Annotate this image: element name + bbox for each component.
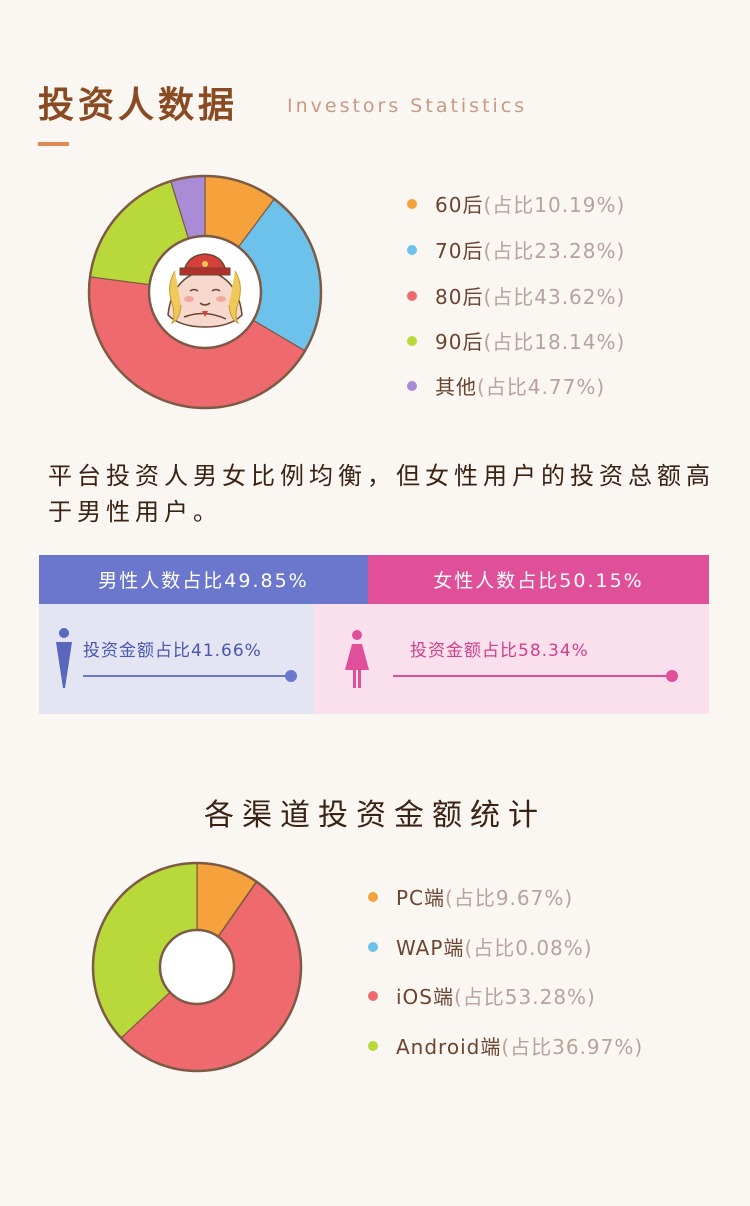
channel-donut-chart: [91, 861, 303, 1073]
female-count-label: 女性人数占比50.15%: [433, 570, 644, 592]
legend-dot: [407, 380, 417, 391]
female-invest-slider: [393, 670, 678, 682]
legend-label: 其他: [435, 375, 477, 399]
legend-pct: (占比4.77%): [477, 375, 606, 399]
channel-section-title: 各渠道投资金额统计: [204, 798, 546, 833]
female-invest-panel: 投资金额占比58.34%: [314, 604, 709, 714]
legend-item-wap: WAP端 (占比0.08%): [368, 932, 593, 961]
legend-label: 90后: [435, 330, 484, 354]
legend-label: PC端: [396, 886, 446, 910]
mascot-icon: [167, 253, 243, 328]
page-subtitle: Investors Statistics: [287, 95, 528, 117]
legend-dot: [368, 990, 378, 1001]
page-title: 投资人数据: [38, 85, 239, 126]
legend-pct: (占比0.08%): [464, 936, 593, 960]
legend-pct: (占比53.28%): [454, 985, 596, 1009]
male-count-label: 男性人数占比49.85%: [98, 570, 309, 592]
female-icon: [345, 630, 369, 688]
legend-dot: [407, 244, 417, 255]
male-icon: [56, 628, 72, 688]
legend-pct: (占比43.62%): [483, 285, 626, 309]
legend-pct: (占比10.19%): [483, 193, 626, 217]
channel-donut-outline: [91, 861, 303, 1073]
male-count-bar: 男性人数占比49.85%: [39, 555, 368, 604]
legend-item-android: Android端 (占比36.97%): [368, 1031, 643, 1060]
male-invest-label: 投资金额占比41.66%: [83, 641, 262, 661]
legend-label: Android端: [396, 1035, 502, 1059]
channel-donut-hole: [158, 928, 236, 1006]
legend-dot: [407, 290, 417, 301]
legend-pct: (占比18.14%): [483, 330, 626, 354]
male-invest-panel: 投资金额占比41.66%: [39, 604, 314, 714]
legend-label: iOS端: [396, 985, 454, 1009]
age-donut-outline: [87, 174, 323, 410]
legend-pct: (占比9.67%): [445, 886, 574, 910]
legend-item-80s: 80后 (占比43.62%): [407, 281, 625, 310]
legend-item-pc: PC端 (占比9.67%): [368, 882, 573, 911]
female-invest-knob: [666, 670, 678, 682]
legend-dot: [368, 891, 378, 902]
male-invest-knob: [285, 670, 297, 682]
gender-statement: 平台投资人男女比例均衡，但女性用户的投资总额高于男性用户。: [48, 462, 715, 526]
female-count-bar: 女性人数占比50.15%: [368, 555, 709, 604]
legend-label: 60后: [435, 193, 484, 217]
legend-label: 70后: [435, 239, 484, 263]
legend-item-ios: iOS端 (占比53.28%): [368, 981, 596, 1010]
legend-dot: [407, 198, 417, 209]
legend-dot: [368, 1040, 378, 1051]
legend-item-90s: 90后 (占比18.14%): [407, 326, 625, 355]
legend-dot: [407, 335, 417, 346]
age-donut-chart: [87, 174, 323, 410]
legend-pct: (占比23.28%): [483, 239, 626, 263]
legend-item-other: 其他 (占比4.77%): [407, 371, 605, 400]
legend-label: 80后: [435, 285, 484, 309]
legend-item-70s: 70后 (占比23.28%): [407, 235, 625, 264]
title-underline: [38, 142, 69, 146]
legend-item-60s: 60后 (占比10.19%): [407, 189, 625, 218]
legend-dot: [368, 941, 378, 952]
legend-pct: (占比36.97%): [501, 1035, 644, 1059]
legend-label: WAP端: [396, 936, 465, 960]
female-invest-label: 投资金额占比58.34%: [410, 641, 589, 661]
male-invest-slider: [83, 670, 297, 682]
